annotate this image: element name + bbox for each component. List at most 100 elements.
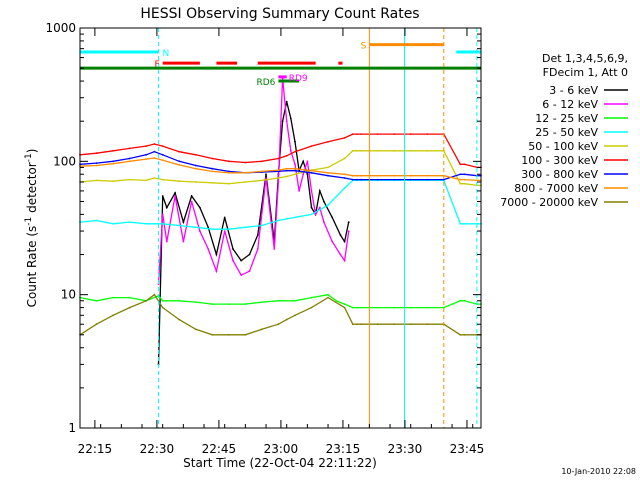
- data-point: [145, 179, 148, 182]
- x-tick-label: 23:30: [388, 442, 423, 456]
- data-point: [145, 158, 148, 161]
- data-point: [194, 153, 197, 156]
- data-point: [393, 306, 396, 309]
- data-point: [393, 149, 396, 152]
- legend-label: 6 - 12 keV: [542, 98, 598, 111]
- data-point: [343, 303, 346, 305]
- data-point: [207, 248, 210, 250]
- data-point: [112, 162, 114, 165]
- data-point: [95, 152, 98, 155]
- data-point: [261, 224, 263, 227]
- data-point: [182, 240, 185, 243]
- data-point: [128, 160, 131, 163]
- data-point: [277, 157, 280, 160]
- x-tick-label: 23:00: [264, 442, 299, 456]
- data-point: [302, 160, 305, 163]
- data-point: [277, 181, 280, 183]
- data-point: [335, 299, 338, 302]
- data-point: [285, 218, 288, 220]
- data-point: [463, 173, 466, 176]
- data-point: [360, 174, 362, 177]
- legend-item: 100 - 300 keV: [521, 154, 628, 167]
- data-point: [285, 100, 288, 103]
- data-point: [289, 149, 292, 152]
- state-bar-s: S: [361, 42, 444, 52]
- data-point: [294, 167, 296, 170]
- legend-item: 7000 - 20000 keV: [500, 196, 628, 209]
- data-point: [112, 296, 114, 299]
- data-point: [393, 178, 396, 181]
- data-point: [426, 174, 429, 177]
- data-point: [310, 171, 313, 174]
- data-point: [153, 150, 156, 153]
- chart-title: HESSI Observing Summary Count Rates: [140, 6, 419, 22]
- data-point: [356, 133, 358, 136]
- data-point: [294, 299, 296, 302]
- data-point: [194, 328, 197, 331]
- state-bar-f: F: [154, 60, 343, 70]
- data-point: [128, 178, 131, 181]
- data-point: [343, 187, 346, 190]
- data-point: [294, 314, 296, 317]
- data-point: [459, 173, 462, 176]
- x-tick-label: 23:15: [326, 442, 361, 456]
- data-point: [261, 179, 263, 182]
- data-point: [343, 177, 346, 179]
- state-bar-n-label: N: [163, 49, 170, 59]
- data-point: [211, 170, 214, 173]
- data-point: [376, 306, 379, 309]
- data-point: [153, 157, 156, 159]
- data-point: [310, 190, 313, 192]
- data-point: [339, 234, 342, 236]
- data-point: [426, 306, 429, 309]
- legend-label: 12 - 25 keV: [535, 112, 598, 125]
- series-6-12-kev: [157, 77, 350, 285]
- data-point: [161, 299, 164, 302]
- y-tick-label: 100: [53, 154, 76, 168]
- data-point: [360, 323, 362, 326]
- data-point: [277, 177, 280, 179]
- x-tick-label: 22:30: [140, 442, 175, 456]
- data-point: [145, 299, 148, 302]
- data-point: [174, 192, 177, 194]
- data-point: [343, 240, 346, 243]
- data-point: [310, 213, 313, 216]
- data-point: [95, 323, 98, 326]
- state-bar-f-label: F: [154, 60, 159, 70]
- data-point: [294, 173, 296, 176]
- data-point: [178, 299, 181, 302]
- state-bar-rd9-label: RD9: [289, 74, 308, 84]
- data-point: [426, 149, 429, 152]
- series-300-800-kev: [79, 150, 482, 181]
- data-point: [356, 174, 358, 177]
- data-point: [194, 164, 197, 167]
- data-point: [306, 173, 309, 176]
- data-point: [356, 178, 358, 181]
- data-point: [273, 248, 276, 250]
- data-point: [343, 173, 346, 176]
- data-point: [199, 206, 201, 209]
- x-axis-label: Start Time (22-Oct-04 22:11:22): [183, 456, 377, 470]
- state-bar-n: N: [80, 49, 481, 59]
- data-point: [95, 164, 98, 167]
- data-point: [360, 178, 362, 181]
- data-point: [161, 306, 164, 309]
- data-point: [343, 137, 346, 139]
- data-point: [207, 226, 210, 229]
- data-point: [310, 145, 313, 148]
- data-point: [161, 145, 164, 148]
- data-point: [463, 182, 466, 185]
- legend-header-1: Det 1,3,4,5,6,9,: [542, 52, 628, 65]
- data-point: [327, 204, 329, 207]
- data-point: [227, 303, 230, 305]
- data-point: [256, 248, 259, 250]
- data-point: [285, 318, 288, 321]
- data-point: [112, 222, 114, 225]
- data-point: [327, 140, 329, 143]
- legend-label: 3 - 6 keV: [549, 84, 598, 97]
- data-point: [356, 149, 358, 152]
- x-tick-label: 22:45: [202, 442, 237, 456]
- data-point: [95, 219, 98, 222]
- data-point: [343, 259, 346, 262]
